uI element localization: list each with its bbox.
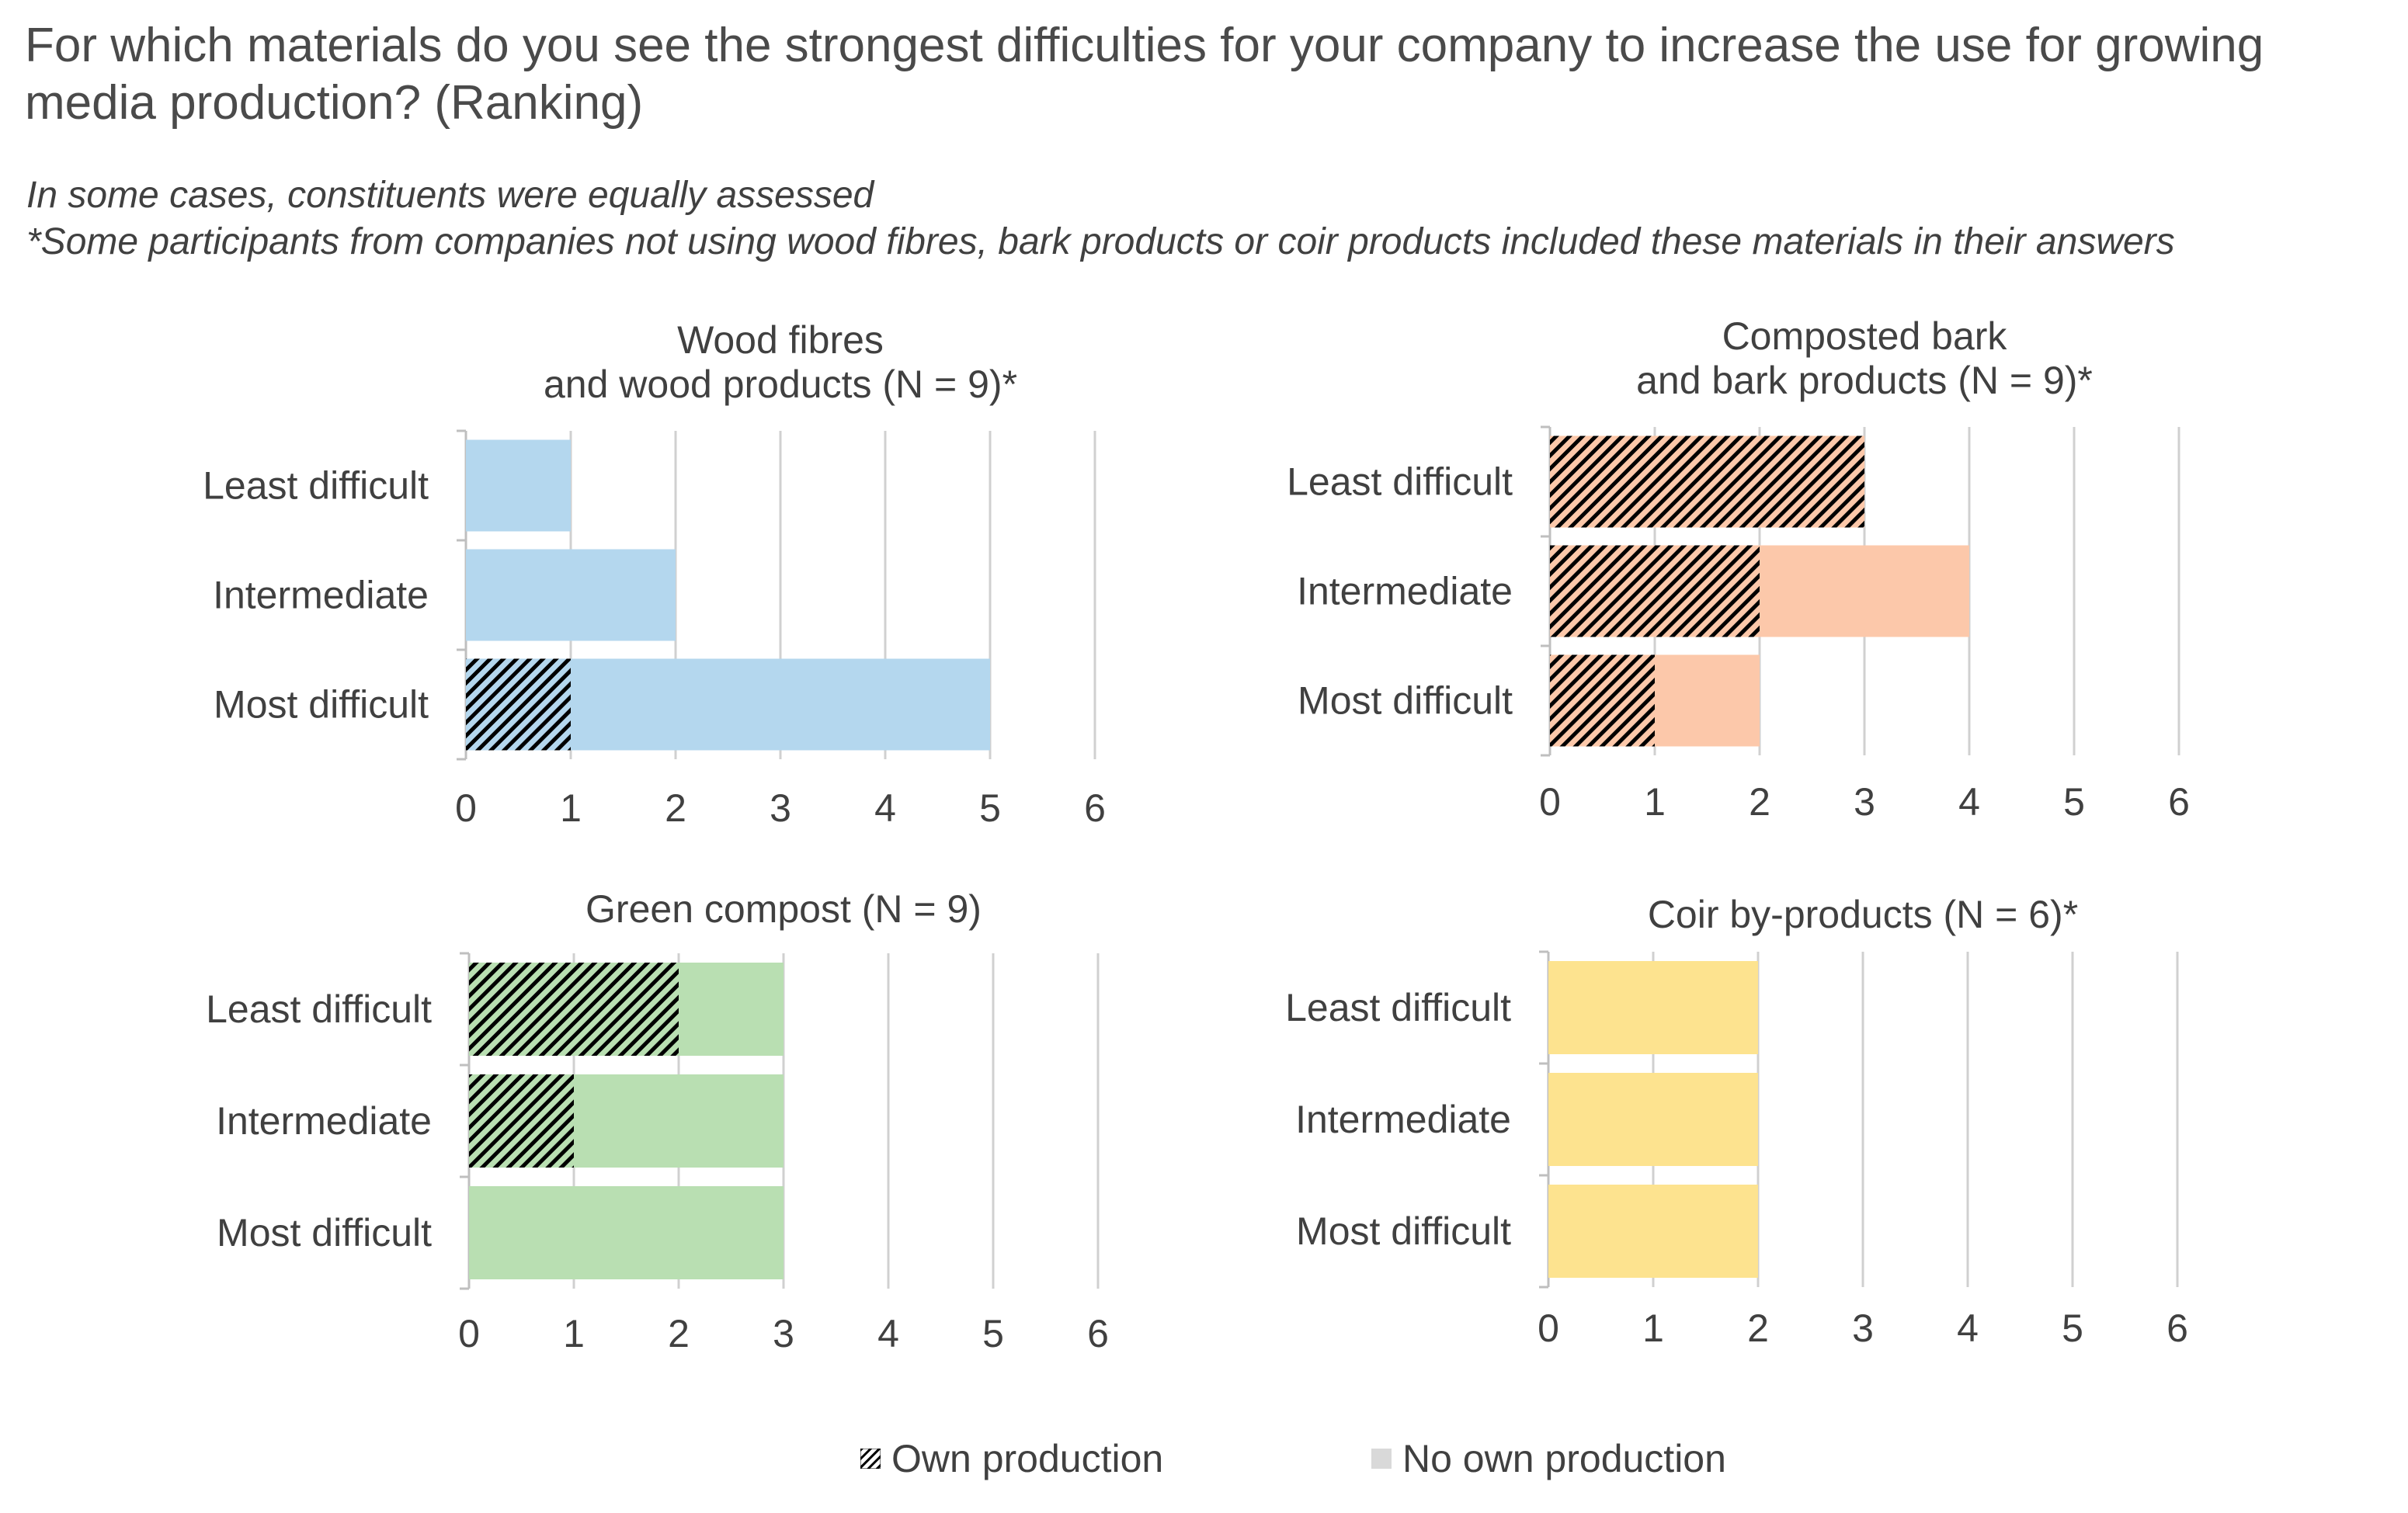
chart-title-line: Green compost (N = 9): [585, 887, 982, 931]
chart-title-line: Wood fibres: [677, 318, 884, 362]
x-tick-label: 6: [2168, 780, 2190, 824]
legend-swatch-hatched: [860, 1449, 881, 1469]
x-tick-label: 0: [1539, 780, 1561, 824]
legend-item-own: Own production: [860, 1436, 1163, 1481]
bar-no-own-production: [1655, 654, 1760, 747]
x-tick-label: 2: [1749, 780, 1770, 824]
x-tick-label: 2: [668, 1312, 690, 1355]
bar-own-production: [466, 658, 571, 751]
x-tick-label: 6: [2167, 1307, 2188, 1350]
category-label: Intermediate: [1297, 570, 1513, 613]
category-label: Most difficult: [214, 683, 429, 727]
x-tick-label: 4: [874, 786, 896, 830]
category-label: Most difficult: [1298, 679, 1513, 723]
x-tick-label: 1: [1642, 1307, 1664, 1350]
chart-title-line: Coir by-products (N = 6)*: [1648, 893, 2078, 936]
category-label: Most difficult: [217, 1211, 432, 1254]
bar-own-production: [469, 963, 679, 1056]
legend-item-no-own: No own production: [1371, 1436, 1726, 1481]
x-tick-label: 6: [1087, 1312, 1109, 1355]
x-tick-label: 4: [877, 1312, 899, 1355]
chart-title: For which materials do you see the stron…: [25, 19, 2264, 130]
note-equal-assessment: In some cases, constituents were equally…: [26, 175, 874, 216]
notes: In some cases, constituents were equally…: [26, 172, 2403, 265]
bar-own-production: [1550, 654, 1655, 747]
x-tick-label: 3: [1852, 1307, 1874, 1350]
bar-no-own-production: [574, 1074, 784, 1168]
category-label: Least difficult: [1287, 460, 1513, 504]
category-label: Intermediate: [216, 1099, 432, 1143]
legend-label-own: Own production: [891, 1437, 1164, 1480]
x-tick-label: 5: [979, 786, 1001, 830]
bar-no-own-production: [1548, 1185, 1758, 1278]
bar-no-own-production: [1548, 961, 1758, 1054]
category-label: Intermediate: [213, 574, 429, 617]
x-tick-label: 2: [665, 786, 686, 830]
x-tick-label: 1: [1644, 780, 1666, 824]
x-tick-label: 4: [1957, 1307, 1979, 1350]
bar-no-own-production: [679, 963, 784, 1056]
x-tick-label: 5: [2063, 780, 2085, 824]
chart-title-line: and wood products (N = 9)*: [544, 363, 1017, 406]
x-tick-label: 5: [2062, 1307, 2083, 1350]
bar-own-production: [1550, 436, 1864, 528]
category-label: Least difficult: [1285, 986, 1511, 1029]
category-label: Intermediate: [1295, 1098, 1511, 1141]
x-tick-label: 3: [1854, 780, 1875, 824]
chart-title-line: Composted bark: [1722, 314, 2008, 358]
bar-own-production: [469, 1074, 574, 1168]
bar-no-own-production: [571, 658, 990, 751]
legend: Own production No own production: [0, 1436, 2408, 1498]
x-tick-label: 2: [1747, 1307, 1769, 1350]
bar-no-own-production: [469, 1186, 784, 1279]
category-label: Least difficult: [206, 987, 432, 1031]
category-label: Least difficult: [203, 464, 429, 508]
bar-no-own-production: [466, 439, 571, 532]
x-tick-label: 4: [1958, 780, 1980, 824]
bar-own-production: [1550, 545, 1760, 637]
x-tick-label: 1: [563, 1312, 585, 1355]
x-tick-label: 3: [770, 786, 791, 830]
x-tick-label: 1: [560, 786, 582, 830]
legend-label-no-own: No own production: [1402, 1437, 1726, 1480]
chart-title-line: and bark products (N = 9)*: [1636, 359, 2093, 402]
bar-no-own-production: [466, 549, 676, 641]
x-tick-label: 5: [982, 1312, 1004, 1355]
x-tick-label: 6: [1084, 786, 1106, 830]
x-tick-label: 0: [1538, 1307, 1559, 1350]
bar-no-own-production: [1548, 1073, 1758, 1166]
x-tick-label: 0: [458, 1312, 480, 1355]
x-tick-label: 3: [773, 1312, 794, 1355]
category-label: Most difficult: [1296, 1209, 1511, 1253]
legend-swatch-solid: [1371, 1449, 1392, 1469]
note-participants: *Some participants from companies not us…: [26, 221, 2175, 262]
x-tick-label: 0: [455, 786, 477, 830]
bar-no-own-production: [1760, 545, 1969, 637]
legend-swatch-fill: [860, 1449, 881, 1469]
